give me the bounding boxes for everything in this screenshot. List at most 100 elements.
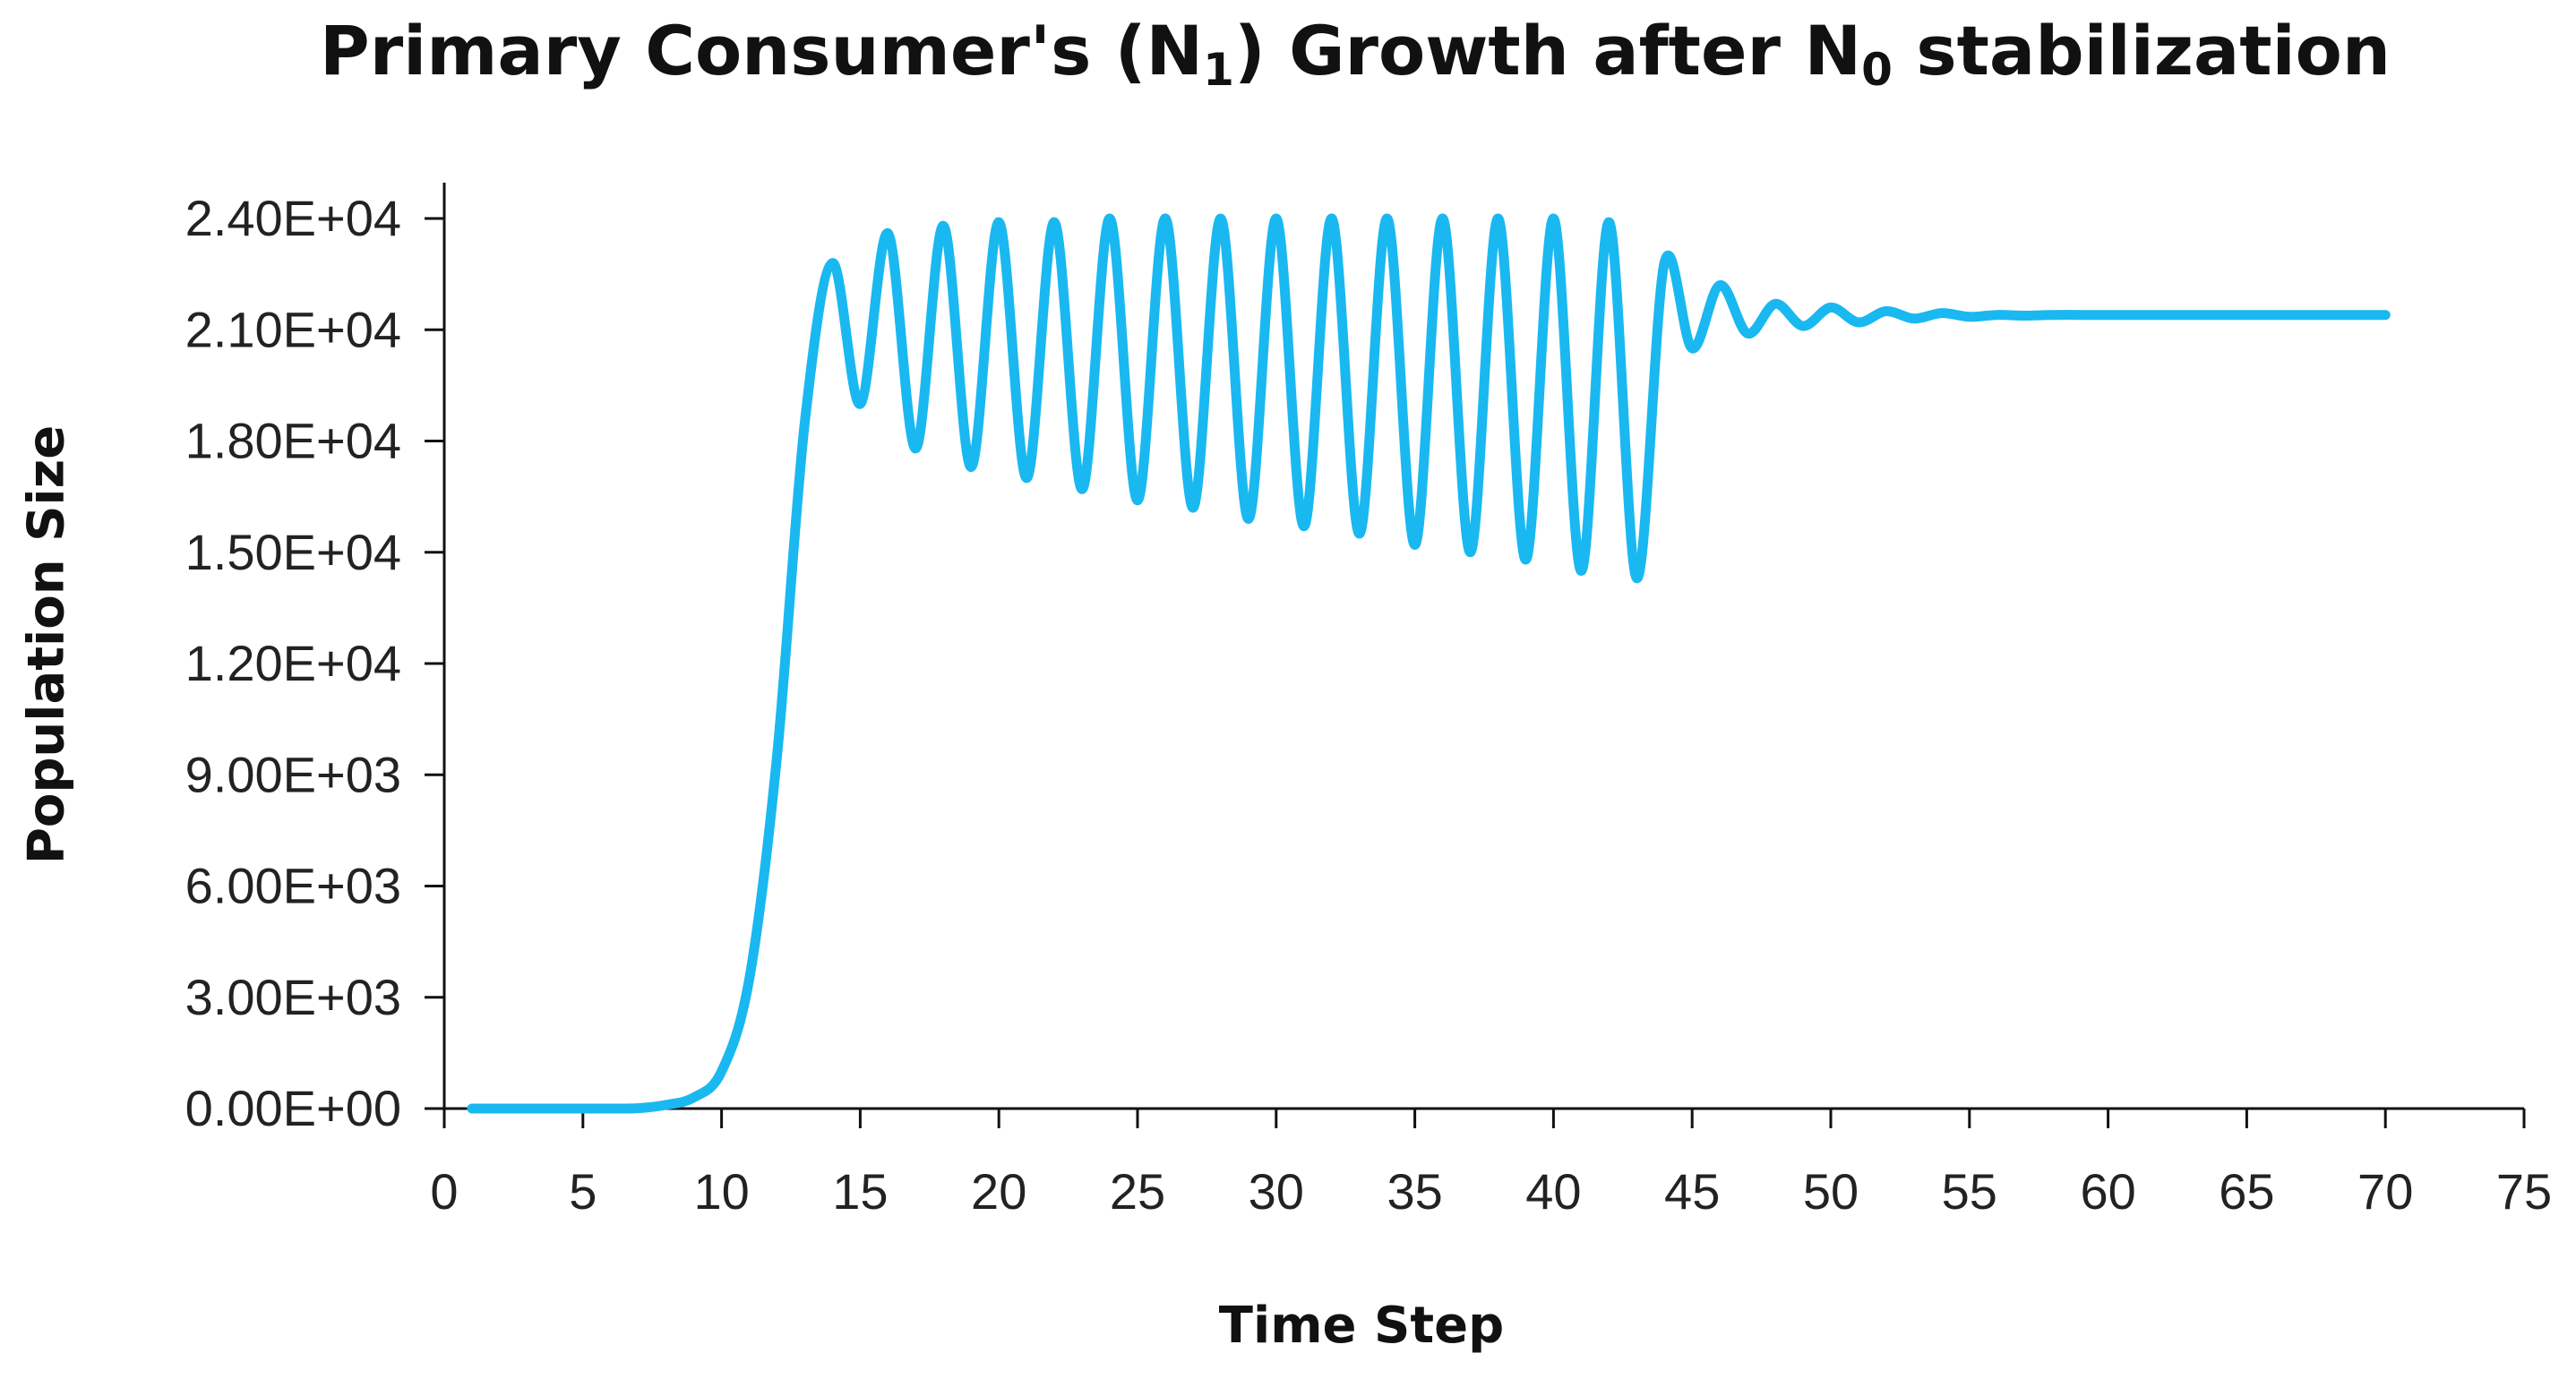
data-point [2052,314,2054,316]
y-tick-label: 3.00E+03 [185,969,401,1025]
data-point [1192,507,1194,509]
data-point [1359,533,1361,535]
data-point [1470,552,1472,553]
x-tick-label: 50 [1803,1163,1859,1220]
y-tick-label: 9.00E+03 [185,746,401,802]
x-tick-label: 30 [1249,1163,1304,1220]
data-point [1442,218,1444,219]
data-point [554,1108,556,1109]
data-point [665,1104,667,1106]
data-point [610,1108,612,1109]
data-point [2301,314,2303,316]
data-point [887,233,889,235]
data-point [1275,218,1277,219]
data-point [2245,314,2247,316]
y-axis-label: Population Size [17,424,76,865]
y-tick-label: 2.40E+04 [185,190,401,246]
data-point [2384,314,2386,316]
data-point [1885,311,1887,313]
data-point [1220,218,1222,219]
series [467,213,2391,1114]
x-tick-label: 20 [971,1163,1026,1220]
data-point [1969,316,1971,318]
data-point [1137,500,1138,501]
data-point [2108,314,2109,316]
data-point [2329,314,2331,316]
data-point [1387,218,1388,219]
series-line-n1 [467,213,2391,1114]
data-point [1331,218,1333,219]
data-point [1552,218,1554,219]
y-tick-label: 1.80E+04 [185,413,401,469]
x-tick-label: 10 [693,1163,749,1220]
x-tick-label: 65 [2219,1163,2274,1220]
data-point [2357,314,2358,316]
data-point [859,403,861,405]
title-part-mid: ) Growth after N [1233,11,1862,90]
y-tick-label: 1.20E+04 [185,635,401,691]
data-point [499,1108,501,1109]
data-point [1941,313,1943,314]
x-tick-label: 55 [1942,1163,1997,1220]
x-axis-label: Time Step [1218,1297,1505,1355]
data-point [1053,221,1055,223]
data-point [1913,318,1915,320]
x-tick-label: 15 [832,1163,888,1220]
title-part-pre: Primary Consumer's (N [320,11,1204,90]
data-point [1248,518,1249,520]
data-point [471,1108,473,1109]
x-tick-label: 70 [2357,1163,2413,1220]
data-point [970,467,972,468]
data-point [942,225,944,227]
data-point [1081,488,1083,490]
data-point [1608,221,1610,223]
data-point [693,1097,695,1099]
data-point [1996,314,1998,316]
x-tick-label: 35 [1387,1163,1442,1220]
title-subscript-0: 0 [1861,44,1893,96]
data-point [1164,218,1166,219]
data-point [1303,526,1305,527]
data-point [2080,314,2082,316]
data-point [1524,559,1526,561]
x-tick-label: 40 [1525,1163,1581,1220]
data-point [749,978,751,980]
x-tick-label: 0 [430,1163,458,1220]
data-point [1414,544,1416,546]
title-part-post: stabilization [1892,11,2391,90]
chart-title: Primary Consumer's (N1) Growth after N0 … [0,11,2576,96]
axes [442,183,2524,1110]
y-tick-label: 1.50E+04 [185,524,401,580]
title-subscript-1: 1 [1203,44,1234,96]
y-tick-label: 6.00E+03 [185,858,401,914]
data-point [1691,347,1693,349]
data-point [1719,285,1721,287]
data-point [2191,314,2193,316]
data-point [998,221,1000,223]
data-point [1747,332,1748,334]
data-point [721,1071,723,1073]
x-tick-label: 25 [1110,1163,1165,1220]
data-point [1580,570,1582,572]
data-point [1026,477,1027,479]
data-point [914,448,916,450]
data-point [638,1108,640,1109]
y-tick-label: 2.10E+04 [185,301,401,357]
data-point [2024,315,2026,317]
data-point [777,756,778,758]
data-point [527,1108,528,1109]
ticks: 0.00E+00 3.00E+03 6.00E+03 9.00E+03 1.20E+04… [185,190,2552,1220]
data-point [1498,218,1499,219]
data-point [2163,314,2165,316]
data-point [2218,314,2220,316]
data-point [804,422,806,424]
y-tick-label: 0.00E+00 [185,1080,401,1136]
x-tick-label: 5 [569,1163,597,1220]
data-point [1636,578,1637,579]
data-point [582,1108,584,1109]
data-point [1858,321,1859,323]
data-point [1663,262,1665,264]
data-point [1109,218,1111,219]
data-point [1774,303,1776,304]
